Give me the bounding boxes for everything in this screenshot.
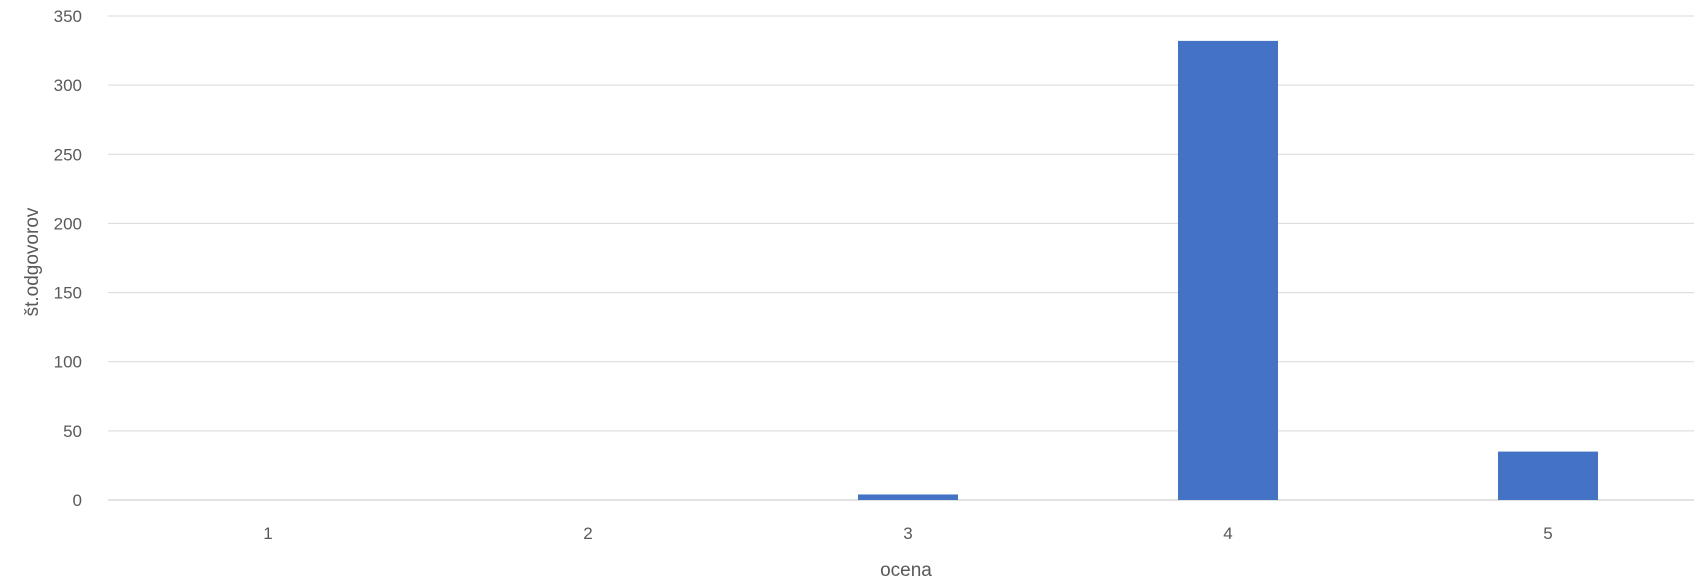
x-axis-title: ocena — [880, 560, 932, 581]
x-tick-label: 3 — [903, 524, 912, 543]
y-tick-label: 150 — [54, 284, 82, 303]
y-tick-label: 250 — [54, 145, 82, 164]
bar-4 — [1178, 40, 1278, 501]
bar-5 — [1498, 451, 1598, 500]
y-axis-title: št.odgovorov — [22, 207, 43, 316]
y-tick-label: 200 — [54, 214, 82, 233]
y-tick-label: 350 — [54, 7, 82, 26]
gridlines — [108, 15, 1694, 501]
y-axis-tick-labels: 0 50 100 150 200 250 300 350 — [54, 7, 82, 510]
x-tick-label: 4 — [1223, 524, 1232, 543]
y-tick-label: 100 — [54, 353, 82, 372]
y-tick-label: 300 — [54, 76, 82, 95]
bars — [858, 40, 1598, 501]
y-tick-label: 0 — [73, 491, 82, 510]
x-tick-label: 2 — [583, 524, 592, 543]
x-tick-label: 5 — [1543, 524, 1552, 543]
bar-3 — [858, 494, 958, 500]
x-tick-label: 1 — [263, 524, 272, 543]
y-tick-label: 50 — [63, 422, 82, 441]
x-axis-tick-labels: 1 2 3 4 5 — [263, 524, 1552, 543]
